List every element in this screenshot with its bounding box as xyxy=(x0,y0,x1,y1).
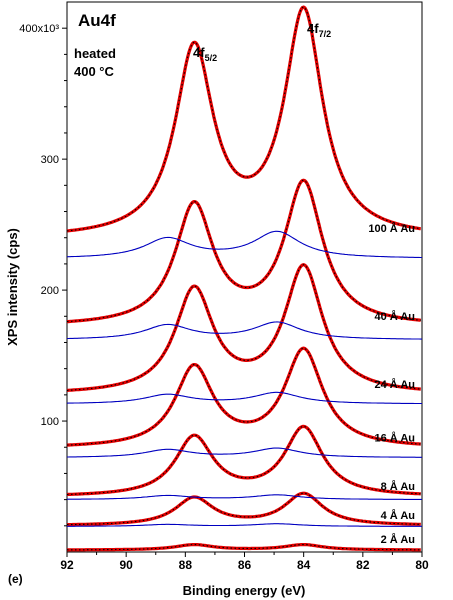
x-axis-label: Binding energy (eV) xyxy=(183,583,306,598)
fit-envelope xyxy=(67,544,421,551)
spectrum-40-au: 40 Å Au xyxy=(67,178,422,340)
fit-envelope xyxy=(66,264,421,391)
spectrum-label: 2 Å Au xyxy=(381,533,415,546)
y-tick-label: 200 xyxy=(41,285,59,297)
data-trace xyxy=(66,424,421,497)
spectrum-24-au: 24 Å Au xyxy=(66,263,422,405)
spectrum-label: 8 Å Au xyxy=(381,480,415,493)
panel-label: (e) xyxy=(8,572,23,586)
spectrum-label: 16 Å Au xyxy=(374,432,415,445)
x-tick-label: 90 xyxy=(119,558,133,572)
peak-label-4f72-base: 4f xyxy=(307,21,319,36)
component-curve xyxy=(66,391,422,405)
component-curve xyxy=(67,447,422,458)
x-tick-label: 84 xyxy=(297,558,311,572)
y-tick-label: 400x10³ xyxy=(19,23,59,35)
peak-label-4f72: 4f7/2 xyxy=(307,21,331,39)
spectrum-16-au: 16 Å Au xyxy=(66,346,422,458)
peak-label-4f52: 4f5/2 xyxy=(193,45,217,63)
y-tick-label: 100 xyxy=(41,416,59,428)
annotation-line-1: heated xyxy=(74,46,116,61)
spectrum-label: 24 Å Au xyxy=(374,378,415,391)
data-trace xyxy=(66,346,421,447)
x-tick-label: 88 xyxy=(179,558,193,572)
component-curve xyxy=(66,494,422,500)
x-tick-label: 82 xyxy=(356,558,370,572)
data-trace xyxy=(66,5,421,233)
x-tick-label: 92 xyxy=(60,558,74,572)
data-trace xyxy=(66,263,421,392)
peak-label-4f52-sub: 5/2 xyxy=(205,53,218,63)
component-curve xyxy=(67,321,422,340)
peak-label-4f52-base: 4f xyxy=(193,45,205,60)
spectrum-8-au: 8 Å Au xyxy=(66,424,422,500)
y-tick-label: 300 xyxy=(41,154,59,166)
spectrum-label: 40 Å Au xyxy=(374,310,415,323)
fit-envelope xyxy=(66,347,421,446)
component-curve xyxy=(67,523,422,527)
y-axis-label: XPS intensity (cps) xyxy=(5,228,20,346)
fit-envelope xyxy=(67,179,421,323)
component-curve xyxy=(66,230,422,259)
spectrum-4-au: 4 Å Au xyxy=(67,491,422,527)
series-layer: 2 Å Au 4 Å Au 8 Å Au 16 Å Au 24 Å Au 40 Å Au 1… xyxy=(66,5,422,552)
spectrum-label: 4 Å Au xyxy=(381,509,415,522)
spectrum-100-au: 100 Å Au xyxy=(66,5,422,259)
peak-label-4f72-sub: 7/2 xyxy=(319,29,332,39)
plot-frame xyxy=(66,1,423,553)
fit-envelope xyxy=(67,492,421,526)
ticks-layer: 92 90 88 86 84 82 80 100 200 300 400x10³ xyxy=(19,23,429,572)
spectrum-2-au: 2 Å Au xyxy=(67,533,421,552)
x-tick-label: 80 xyxy=(415,558,429,572)
data-trace xyxy=(67,491,421,527)
spectrum-label: 100 Å Au xyxy=(368,222,415,235)
chart-title: Au4f xyxy=(78,11,116,30)
x-tick-label: 86 xyxy=(238,558,252,572)
annotation-line-2: 400 °C xyxy=(74,64,115,79)
fit-envelope xyxy=(66,6,421,232)
data-trace xyxy=(67,178,422,324)
